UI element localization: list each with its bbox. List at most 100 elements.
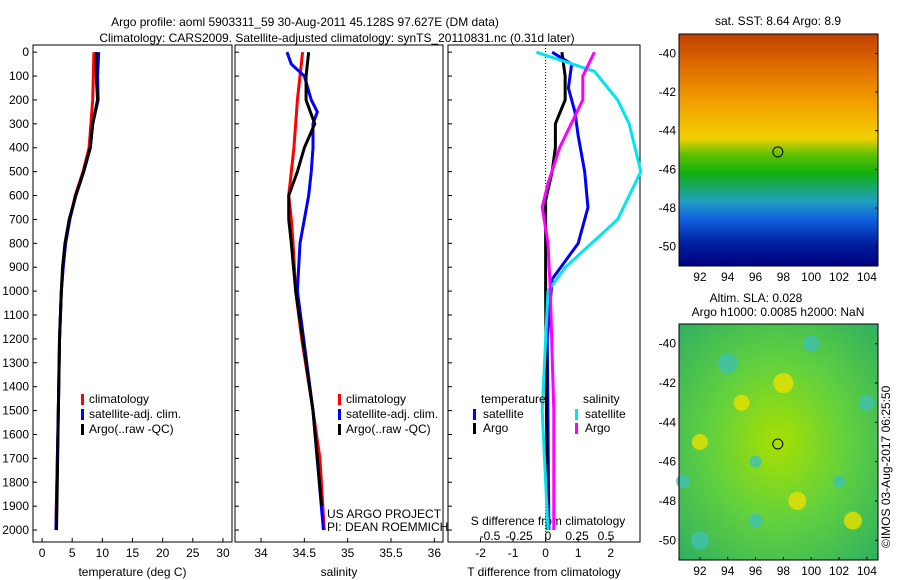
y-tick-label: 2000 (2, 523, 29, 537)
lon-tick-label: 102 (829, 270, 849, 284)
sla-title: Altim. SLA: 0.028 (710, 291, 803, 305)
x-tick-label: 35.5 (379, 546, 403, 560)
sla-subtitle: Argo h1000: 0.0085 h2000: NaN (692, 305, 865, 319)
x2-tick-label: -0.25 (505, 529, 533, 543)
lon-tick-label: 94 (721, 270, 735, 284)
x-tick-label: 5 (69, 546, 76, 560)
lon-tick-label: 98 (777, 564, 791, 578)
x-tick-label: 0 (542, 546, 549, 560)
lat-tick-label: -48 (659, 494, 677, 508)
lat-tick-label: -50 (659, 533, 677, 547)
legend-label: satellite (483, 407, 524, 421)
lon-tick-label: 92 (693, 270, 707, 284)
lon-tick-label: 96 (749, 564, 763, 578)
y-tick-label: 700 (9, 212, 29, 226)
legend-label: satellite (585, 407, 626, 421)
legend-title: temperature (481, 392, 546, 406)
legend-label: satellite-adj. clim. (89, 407, 181, 421)
y-tick-label: 500 (9, 165, 29, 179)
lat-tick-label: -40 (659, 337, 677, 351)
x-tick-label: 36 (428, 546, 442, 560)
sla-low-blob (858, 394, 875, 411)
sla-map: 92 94 96 98 100 102 104 -40 -42 -44 -46 -48 -50 Altim… (659, 291, 879, 578)
x2-tick-label: 0.5 (598, 529, 615, 543)
sla-high-blob (691, 434, 708, 450)
difference-panel: -2 -1 0 1 2 T difference from climatology -0.5… (447, 44, 643, 579)
lon-tick-label: 100 (801, 564, 821, 578)
legend-swatch (338, 424, 341, 435)
map-frame (678, 33, 879, 267)
x-axis-label: T difference from climatology (467, 565, 621, 579)
lon-tick-label: 100 (801, 270, 821, 284)
x2-tick-label: 0.25 (565, 529, 589, 543)
lon-tick-label: 92 (693, 564, 707, 578)
x-tick-label: -2 (475, 546, 486, 560)
y-tick-label: 1900 (2, 499, 29, 513)
credit-text: US ARGO PROJECT (327, 507, 442, 521)
y-tick-label: 1800 (2, 475, 29, 489)
sst-title: sat. SST: 8.64 Argo: 8.9 (715, 14, 841, 28)
x-axis-label: salinity (321, 565, 358, 579)
legend-swatch (81, 424, 84, 435)
lon-tick-label: 94 (721, 564, 735, 578)
y-tick-label: 0 (22, 45, 29, 59)
title-line-2: Climatology: CARS2009. Satellite-adjuste… (99, 31, 574, 45)
series-line-salinity-argo (540, 51, 596, 531)
series-line-temperature-argo (544, 51, 567, 531)
map-field (679, 34, 878, 266)
plot-frame (32, 44, 233, 543)
argo-location-marker (772, 146, 784, 158)
pi-text: PI: DEAN ROEMMICH (327, 520, 448, 534)
lat-tick-label: -40 (659, 46, 677, 60)
series-line-salinity-satellite (535, 50, 643, 531)
x-tick-label: 2 (607, 546, 614, 560)
legend-label: climatology (346, 392, 406, 406)
sla-low-blob (690, 531, 709, 550)
lon-tick-label: 104 (857, 270, 877, 284)
x-tick-label: 10 (96, 546, 110, 560)
y-tick-label: 1000 (2, 284, 29, 298)
x-tick-label: 0 (39, 546, 46, 560)
x-tick-label: 25 (186, 546, 200, 560)
lon-tick-label: 98 (777, 270, 791, 284)
x-tick-label: 15 (126, 546, 140, 560)
salinity-panel: 34 34.5 35 35.5 36 salinity climatologysatelli… (234, 44, 444, 579)
sla-high-blob (733, 394, 750, 411)
legend-swatch (575, 409, 578, 420)
x-tick-label: 34.5 (293, 546, 317, 560)
lat-tick-label: -50 (659, 240, 677, 254)
sla-low-blob (676, 474, 691, 489)
sla-low-blob (803, 335, 820, 352)
legend-title: salinity (583, 392, 620, 406)
lon-tick-label: 104 (857, 564, 877, 578)
legend-label: Argo (585, 421, 611, 435)
plot-frame (447, 44, 641, 543)
lat-tick-label: -44 (659, 415, 677, 429)
series-line-argo-raw-qc- (55, 52, 100, 531)
y-tick-label: 1400 (2, 380, 29, 394)
lat-tick-label: -46 (659, 455, 677, 469)
y-tick-label: 200 (9, 93, 29, 107)
x-tick-label: 20 (156, 546, 170, 560)
legend-swatch (473, 423, 476, 434)
sla-high-blob (788, 492, 807, 510)
y-tick-label: 1700 (2, 451, 29, 465)
y-tick-label: 800 (9, 236, 29, 250)
x-tick-label: 35 (341, 546, 355, 560)
legend-swatch (338, 409, 341, 420)
legend-swatch (473, 409, 476, 420)
lon-tick-label: 102 (829, 564, 849, 578)
x-tick-label: 34 (254, 546, 268, 560)
x2-tick-label: 0 (545, 529, 552, 543)
y-tick-label: 1600 (2, 427, 29, 441)
sla-low-blob (833, 475, 846, 488)
temperature-panel: 0 5 10 15 20 25 30 temperature (deg C) 0 100 200 30… (2, 44, 233, 579)
legend-swatch (575, 423, 578, 434)
y-tick-label: 1100 (3, 308, 29, 322)
argo-location-marker (772, 438, 784, 450)
legend-label: satellite-adj. clim. (346, 407, 438, 421)
lon-tick-label: 96 (749, 270, 763, 284)
legend-label: climatology (89, 392, 149, 406)
sla-high-blob (773, 373, 794, 393)
